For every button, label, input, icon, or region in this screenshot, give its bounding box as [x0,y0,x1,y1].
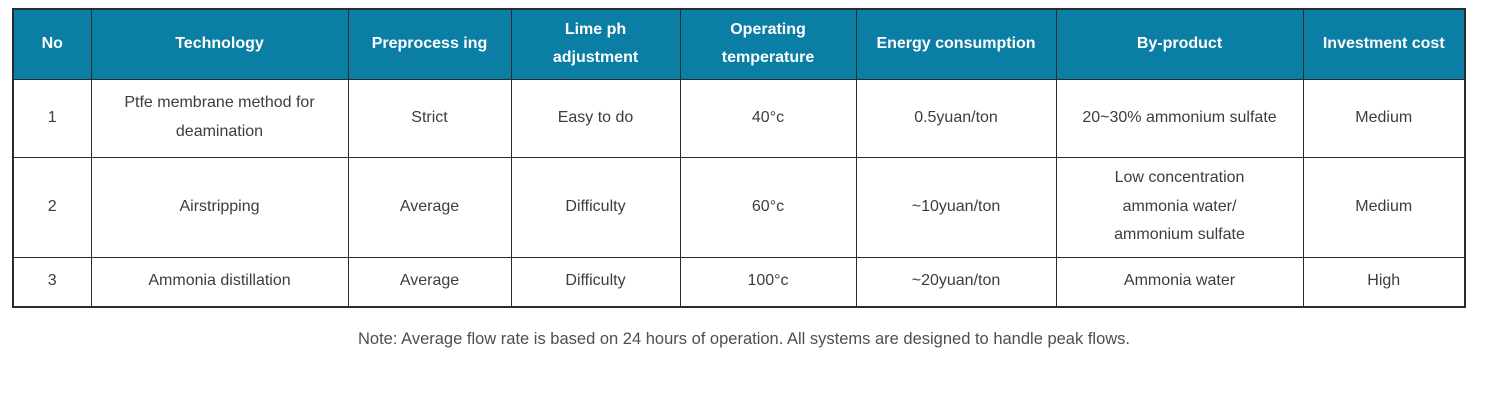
cell-by-product: 20~30% ammonium sulfate [1055,78,1304,158]
cell-technology: Ammonia distillation [90,256,349,308]
cell-preprocessing: Average [347,156,512,258]
cell-by-product: Ammonia water [1055,256,1304,308]
col-header-preprocessing: Preprocess ing [347,8,512,80]
cell-technology: Airstripping [90,156,349,258]
cell-energy-consumption: 0.5yuan/ton [855,78,1057,158]
table-note: Note: Average flow rate is based on 24 h… [358,330,1130,348]
col-header-energy-consumption: Energy consumption [855,8,1057,80]
cell-lime-ph-adjustment: Difficulty [510,256,681,308]
cell-operating-temperature: 100°c [679,256,857,308]
cell-lime-ph-adjustment: Easy to do [510,78,681,158]
col-header-operating-temperature: Operating temperature [679,8,857,80]
table-row: 3 Ammonia distillation Average Difficult… [12,256,1466,308]
table-row: 1 Ptfe membrane method for deamination S… [12,78,1466,158]
col-header-technology: Technology [90,8,349,80]
cell-investment-cost: Medium [1302,156,1466,258]
cell-investment-cost: High [1302,256,1466,308]
cell-lime-ph-adjustment: Difficulty [510,156,681,258]
col-header-by-product: By-product [1055,8,1304,80]
cell-preprocessing: Strict [347,78,512,158]
cell-investment-cost: Medium [1302,78,1466,158]
table-header-row: No Technology Preprocess ing Lime ph adj… [12,8,1466,80]
table-row: 2 Airstripping Average Difficulty 60°c ~… [12,156,1466,258]
cell-energy-consumption: ~20yuan/ton [855,256,1057,308]
cell-no: 2 [12,156,92,258]
cell-no: 3 [12,256,92,308]
cell-operating-temperature: 60°c [679,156,857,258]
cell-operating-temperature: 40°c [679,78,857,158]
col-header-investment-cost: Investment cost [1302,8,1466,80]
cell-technology: Ptfe membrane method for deamination [90,78,349,158]
col-header-lime-ph-adjustment: Lime ph adjustment [510,8,681,80]
cell-no: 1 [12,78,92,158]
col-header-no: No [12,8,92,80]
cell-energy-consumption: ~10yuan/ton [855,156,1057,258]
cell-preprocessing: Average [347,256,512,308]
technology-comparison-table: No Technology Preprocess ing Lime ph adj… [12,8,1466,308]
cell-by-product: Low concentration ammonia water/ ammoniu… [1055,156,1304,258]
